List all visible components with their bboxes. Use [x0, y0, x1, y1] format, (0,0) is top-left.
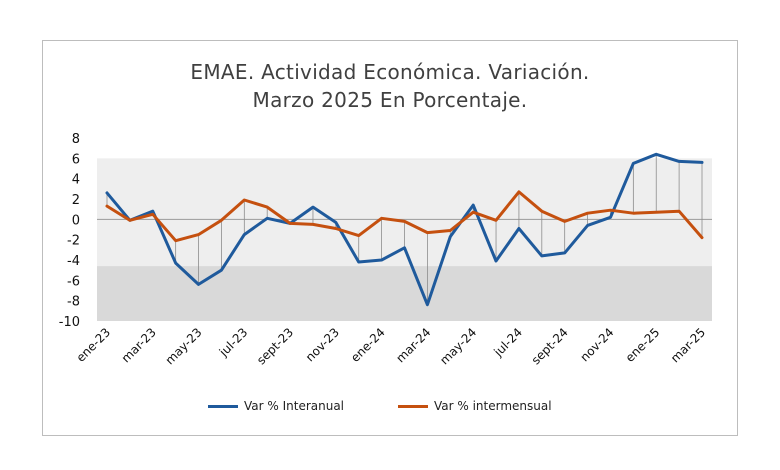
chart-title-line-2: Marzo 2025 En Porcentaje.	[252, 88, 528, 112]
x-tick-label: sept-23	[254, 325, 296, 367]
x-tick-label: mar-25	[668, 325, 708, 365]
x-tick-label: jul-23	[216, 325, 251, 360]
y-tick-label: 0	[72, 213, 80, 228]
x-tick-label: ene-24	[348, 325, 388, 365]
x-tick-label: may-23	[163, 325, 205, 367]
y-tick-label: 6	[72, 152, 80, 167]
y-tick-label: 2	[72, 193, 80, 208]
legend-label-interanual: Var % Interanual	[244, 399, 345, 413]
y-tick-label: -8	[67, 295, 80, 310]
legend: Var % Interanual Var % intermensual	[0, 399, 780, 419]
x-tick-label: mar-23	[119, 325, 159, 365]
x-tick-label: sept-24	[529, 325, 571, 367]
legend-label-intermensual: Var % intermensual	[434, 399, 552, 413]
legend-item-intermensual: Var % intermensual	[398, 399, 552, 413]
series-line-intermensual	[105, 190, 704, 243]
y-tick-label: -10	[59, 315, 80, 330]
x-tick-label: may-24	[437, 325, 479, 367]
y-tick-label: -2	[67, 234, 80, 249]
legend-item-interanual: Var % Interanual	[208, 399, 344, 413]
background-band-1	[97, 266, 712, 321]
legend-swatch-interanual	[208, 404, 238, 408]
x-tick-label: mar-24	[393, 325, 433, 365]
chart-title-line-1: EMAE. Actividad Económica. Variación.	[190, 60, 590, 84]
x-tick-label: nov-23	[303, 325, 342, 364]
x-tick-label: jul-24	[490, 325, 525, 360]
y-tick-label: 4	[72, 173, 80, 188]
series-line-interanual	[105, 152, 704, 307]
x-tick-label: ene-25	[623, 325, 663, 365]
legend-swatch-intermensual	[398, 404, 428, 408]
x-tick-label: nov-24	[577, 325, 616, 364]
y-tick-label: 8	[72, 132, 80, 147]
y-tick-label: -4	[67, 254, 80, 269]
x-tick-label: ene-23	[74, 325, 114, 365]
y-tick-label: -6	[67, 274, 80, 289]
